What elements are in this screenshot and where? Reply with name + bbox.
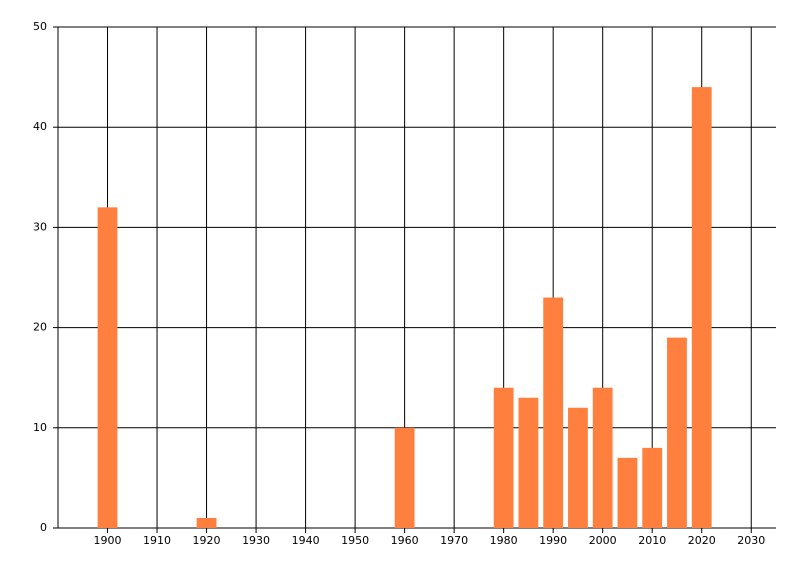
bar — [196, 517, 217, 528]
x-tick-label: 1900 — [94, 534, 122, 547]
x-tick-label: 1930 — [242, 534, 270, 547]
y-tick-label: 50 — [33, 20, 47, 33]
x-tick-label: 1910 — [143, 534, 171, 547]
bar — [543, 297, 564, 528]
x-tick-label: 1990 — [539, 534, 567, 547]
bar — [518, 397, 539, 528]
bar — [691, 87, 712, 529]
y-tick-label: 0 — [40, 521, 47, 534]
bar — [617, 457, 638, 528]
y-tick-label: 30 — [33, 220, 47, 233]
y-tick-label: 20 — [33, 321, 47, 334]
x-tick-label: 2010 — [638, 534, 666, 547]
x-tick-label: 1970 — [440, 534, 468, 547]
bar — [642, 447, 663, 528]
bar — [592, 387, 613, 528]
x-tick-label: 2030 — [737, 534, 765, 547]
x-tick-label: 1940 — [292, 534, 320, 547]
x-tick-label: 1980 — [490, 534, 518, 547]
x-tick-label: 1920 — [193, 534, 221, 547]
x-tick-label: 1960 — [391, 534, 419, 547]
bar — [97, 207, 118, 529]
x-tick-label: 1950 — [341, 534, 369, 547]
bar — [493, 387, 514, 528]
bar — [394, 427, 415, 528]
bar — [568, 407, 588, 528]
x-tick-label: 2000 — [589, 534, 617, 547]
y-tick-label: 10 — [33, 421, 47, 434]
bar — [667, 337, 687, 528]
y-tick-label: 40 — [33, 120, 47, 133]
x-tick-label: 2020 — [688, 534, 716, 547]
